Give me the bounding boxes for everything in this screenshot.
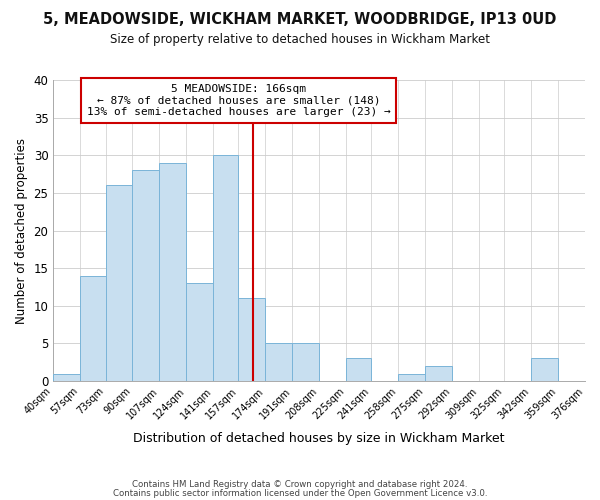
Bar [80,276,106,381]
Bar [106,186,133,381]
Bar [160,163,186,381]
Y-axis label: Number of detached properties: Number of detached properties [15,138,28,324]
Bar [398,374,425,381]
Bar [53,374,80,381]
Text: 5, MEADOWSIDE, WICKHAM MARKET, WOODBRIDGE, IP13 0UD: 5, MEADOWSIDE, WICKHAM MARKET, WOODBRIDG… [43,12,557,28]
Bar [186,283,213,381]
Text: 5 MEADOWSIDE: 166sqm
← 87% of detached houses are smaller (148)
13% of semi-deta: 5 MEADOWSIDE: 166sqm ← 87% of detached h… [86,84,391,117]
Bar [133,170,160,381]
Bar [425,366,452,381]
Bar [238,298,265,381]
Bar [346,358,371,381]
Bar [213,156,238,381]
X-axis label: Distribution of detached houses by size in Wickham Market: Distribution of detached houses by size … [133,432,505,445]
Bar [531,358,558,381]
Text: Contains HM Land Registry data © Crown copyright and database right 2024.: Contains HM Land Registry data © Crown c… [132,480,468,489]
Bar [292,344,319,381]
Text: Size of property relative to detached houses in Wickham Market: Size of property relative to detached ho… [110,32,490,46]
Bar [265,344,292,381]
Text: Contains public sector information licensed under the Open Government Licence v3: Contains public sector information licen… [113,490,487,498]
